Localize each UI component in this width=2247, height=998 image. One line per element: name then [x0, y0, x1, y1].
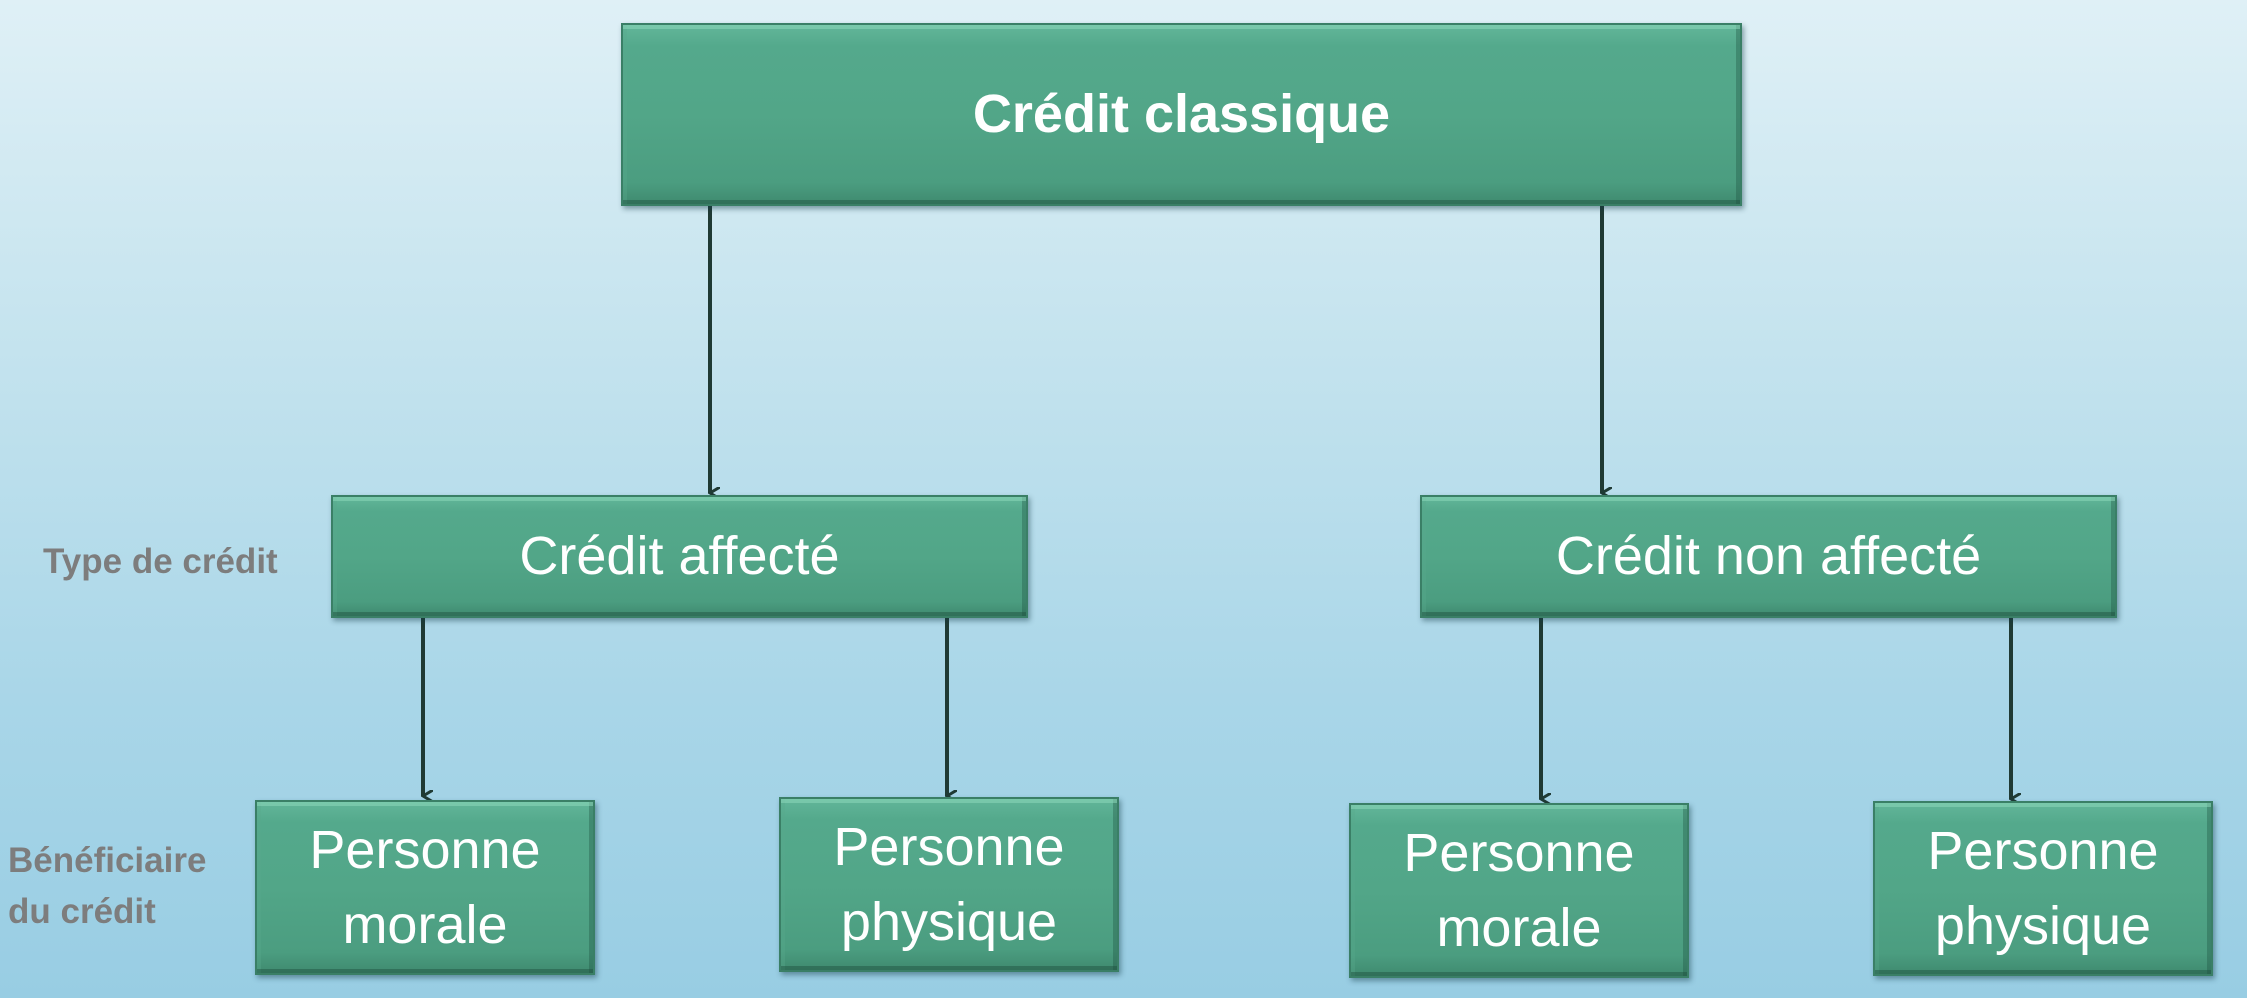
node-affecte-personne-morale-label: Personne morale — [309, 819, 541, 955]
node-non-affecte-personne-morale: Personne morale — [1349, 803, 1689, 978]
level-label-beneficiaire-du-credit: Bénéficiaire du crédit — [8, 841, 207, 931]
level-label-type-de-credit: Type de crédit — [43, 542, 278, 581]
node-credit-affecte-label: Crédit affecté — [519, 526, 840, 587]
node-credit-non-affecte: Crédit non affecté — [1420, 495, 2117, 618]
node-affecte-personne-morale: Personne morale — [255, 800, 595, 975]
node-credit-classique-label: Crédit classique — [972, 84, 1391, 145]
node-credit-affecte: Crédit affecté — [331, 495, 1028, 618]
node-credit-classique: Crédit classique — [621, 23, 1742, 206]
node-credit-non-affecte-label: Crédit non affecté — [1555, 526, 1982, 587]
node-non-affecte-personne-physique-label: Personne physique — [1927, 820, 2159, 956]
node-affecte-personne-physique: Personne physique — [779, 797, 1119, 972]
node-non-affecte-personne-physique: Personne physique — [1873, 801, 2213, 976]
node-affecte-personne-physique-label: Personne physique — [833, 816, 1065, 952]
node-non-affecte-personne-morale-label: Personne morale — [1403, 822, 1635, 958]
